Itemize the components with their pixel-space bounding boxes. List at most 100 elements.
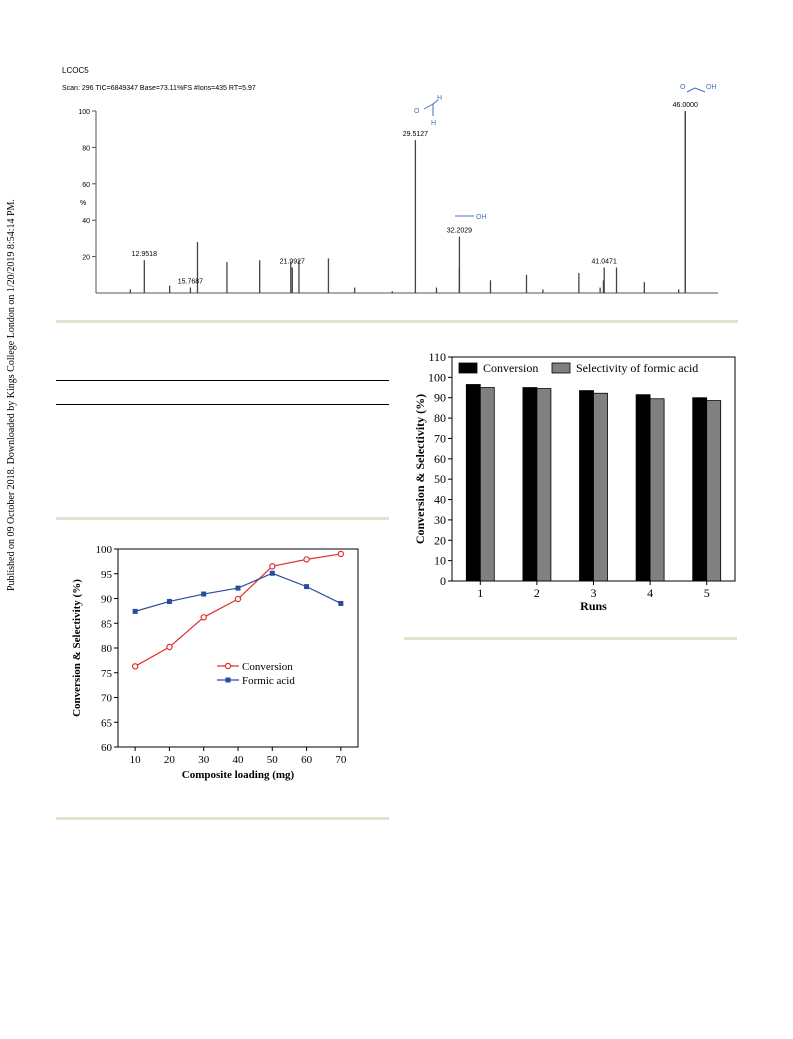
- legend-label: Conversion: [242, 661, 293, 673]
- bar-x-tick-label: 1: [477, 586, 483, 600]
- line-y-tick-label: 70: [101, 693, 113, 705]
- line-point-formic-acid: [235, 585, 241, 591]
- bar-y-tick-label: 40: [434, 493, 446, 507]
- line-point-formic-acid: [132, 608, 138, 614]
- bar-x-tick-label: 4: [647, 586, 653, 600]
- line-point-formic-acid: [201, 591, 207, 597]
- bar-y-tick-label: 50: [434, 472, 446, 486]
- ms-peak-labels: 29.5127 32.2029 46.0000 41.0471 21.9927 12.95…: [132, 102, 698, 286]
- legend-swatch-selectivity: [551, 362, 571, 374]
- line-x-tick-label: 40: [233, 754, 245, 766]
- line-plot-frame: [117, 548, 359, 748]
- line-y-tick-label: 100: [96, 544, 113, 556]
- bar-x-tick-label: 5: [704, 586, 710, 600]
- ms-peak-label: 15.7687: [178, 279, 203, 286]
- structure-atom-o: O: [680, 84, 686, 91]
- structure-atom-oh: OH: [706, 84, 717, 91]
- bar-y-tick-label: 60: [434, 452, 446, 466]
- line-y-axis-label: Conversion & Selectivity (%): [71, 579, 83, 717]
- formaldehyde-structure: O H H: [414, 95, 442, 127]
- bar-conversion: [635, 394, 651, 582]
- table-top-rule: [56, 380, 389, 381]
- mass-spectrum-chart: LCOC5 Scan: 296 TIC=6849347 Base=73.11%F…: [62, 66, 718, 294]
- bar-x-tick-label: 2: [534, 586, 540, 600]
- line-series-formic-acid: [134, 572, 342, 612]
- bar-x-axis-label: Runs: [580, 599, 607, 613]
- line-point-conversion: [303, 556, 310, 563]
- ms-peak-label: 46.0000: [673, 102, 698, 109]
- line-x-tick-label: 30: [198, 754, 210, 766]
- ms-peak-label: 21.9927: [280, 259, 305, 266]
- line-point-formic-acid: [304, 584, 310, 590]
- bar-selectivity: [593, 392, 608, 582]
- bar-conversion: [465, 384, 481, 582]
- line-x-tick-label: 70: [335, 754, 347, 766]
- bar-conversion: [522, 387, 538, 582]
- line-y-tick-label: 60: [101, 742, 113, 754]
- line-point-conversion: [131, 663, 139, 670]
- line-x-tick-label: 10: [130, 754, 142, 766]
- line-x-axis-label: Composite loading (mg): [182, 769, 295, 781]
- line-point-formic-acid: [269, 570, 275, 576]
- line-x-tick-label: 60: [301, 754, 313, 766]
- line-point-formic-acid: [338, 600, 344, 606]
- bar-selectivity: [706, 400, 722, 582]
- table-bottom-rule: [56, 404, 389, 405]
- line-y-tick-label: 75: [101, 668, 113, 680]
- bar-y-tick-label: 80: [434, 411, 446, 425]
- ms-y-tick-label: 100: [78, 109, 90, 116]
- ms-y-tick-label: 40: [82, 218, 90, 225]
- bar-conversion: [692, 397, 708, 582]
- line-point-conversion: [337, 550, 345, 558]
- separator-rule: [56, 817, 389, 820]
- bar-selectivity: [479, 387, 495, 582]
- legend-swatch-conversion: [458, 362, 478, 374]
- bar-y-tick-label: 110: [428, 350, 446, 364]
- bar-y-tick-label: 30: [434, 513, 446, 527]
- bar-x-tick-label: 3: [591, 586, 597, 600]
- bar-y-tick-label: 10: [434, 554, 446, 568]
- methanol-structure: OH: [455, 214, 487, 221]
- ms-peak-label: 29.5127: [403, 131, 428, 138]
- legend-label: Formic acid: [242, 675, 295, 687]
- bar-selectivity: [649, 398, 665, 582]
- ms-peak-label: 12.9518: [132, 251, 157, 258]
- bar-y-tick-label: 90: [434, 391, 446, 405]
- line-point-conversion: [269, 563, 276, 570]
- line-y-tick-label: 80: [101, 643, 113, 655]
- bar-conversion: [579, 390, 594, 582]
- line-y-tick-label: 90: [101, 594, 113, 606]
- separator-rule: [56, 320, 738, 323]
- runs-bar-chart: 0 10 20 30 40 50 60 70 80 90 100 110 1 2 3 4 5 Runs Conver…: [413, 350, 736, 613]
- bar-y-tick-label: 100: [428, 370, 446, 384]
- legend-marker: [224, 662, 232, 670]
- line-point-conversion: [200, 614, 207, 621]
- legend-marker: [225, 677, 231, 683]
- line-x-tick-label: 20: [164, 754, 176, 766]
- bar-y-tick-label: 20: [434, 533, 446, 547]
- separator-rule: [56, 517, 389, 520]
- ms-y-axis-label: %: [80, 200, 86, 207]
- legend-label: Conversion: [483, 361, 538, 375]
- ms-y-tick-label: 20: [82, 255, 90, 262]
- ms-axes: 20 40 60 80 100%: [78, 109, 718, 294]
- line-point-formic-acid: [166, 598, 172, 604]
- line-y-tick-label: 85: [101, 618, 113, 630]
- line-y-tick-label: 65: [101, 717, 113, 729]
- ms-sample-label: LCOC5: [62, 66, 89, 75]
- ms-peaks: [129, 111, 686, 293]
- legend-label: Selectivity of formic acid: [576, 361, 698, 375]
- line-series-conversion: [134, 553, 341, 667]
- line-point-conversion: [166, 643, 173, 651]
- formic-acid-structure: O OH: [680, 84, 717, 93]
- bar-y-tick-label: 0: [440, 574, 446, 588]
- line-y-tick-label: 95: [101, 569, 113, 581]
- ms-y-tick-label: 60: [82, 182, 90, 189]
- ms-scan-line: Scan: 296 TIC=6849347 Base=73.11%FS #Ion…: [62, 85, 256, 92]
- bar-selectivity: [536, 388, 552, 582]
- structure-atom-oh: OH: [476, 214, 487, 221]
- bar-y-tick-label: 70: [434, 431, 446, 445]
- ms-peak-label: 32.2029: [447, 228, 472, 235]
- ms-y-tick-label: 80: [82, 145, 90, 152]
- structure-atom-h: H: [437, 95, 442, 102]
